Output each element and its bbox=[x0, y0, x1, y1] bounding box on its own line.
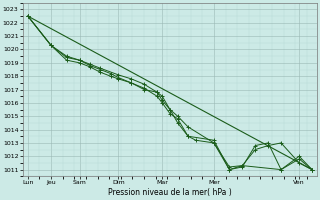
X-axis label: Pression niveau de la mer( hPa ): Pression niveau de la mer( hPa ) bbox=[108, 188, 232, 197]
